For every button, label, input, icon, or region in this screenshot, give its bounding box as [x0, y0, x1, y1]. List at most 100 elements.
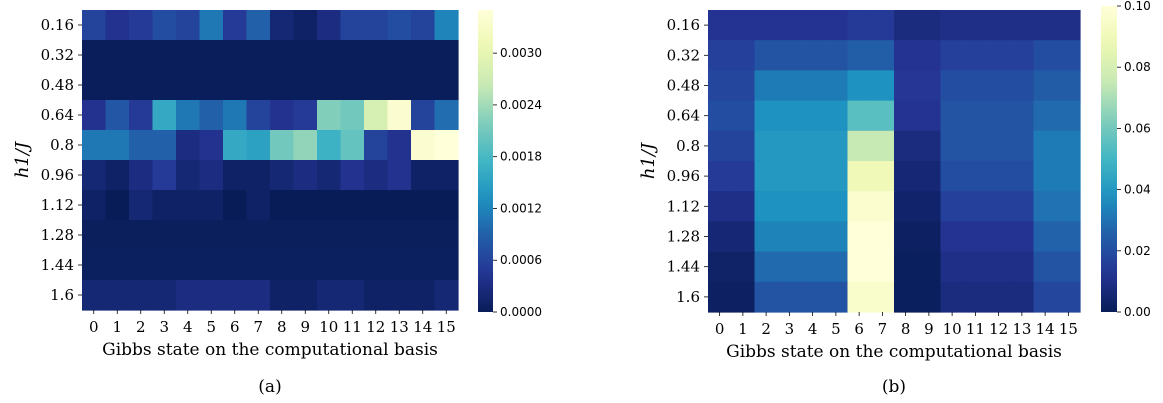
heatmap-cell: [317, 160, 342, 191]
heatmap-cell: [777, 221, 802, 253]
heatmap-cell: [824, 281, 849, 313]
heatmap-cell: [246, 190, 271, 221]
heatmap-cell: [824, 100, 849, 132]
y-tick-label: 0.32: [667, 46, 700, 64]
heatmap-cell: [731, 10, 756, 41]
heatmap-cell: [917, 281, 942, 313]
heatmap-cell: [940, 221, 965, 253]
heatmap-cell: [708, 130, 732, 162]
heatmap-cell: [917, 10, 942, 41]
heatmap-cell: [987, 191, 1011, 222]
heatmap-cell: [317, 130, 342, 161]
heatmap-cell: [708, 40, 732, 71]
heatmap-cell: [340, 190, 365, 221]
heatmap-cell: [270, 40, 295, 71]
heatmap-cell: [754, 100, 779, 132]
heatmap-cell: [847, 100, 872, 132]
heatmap-cell: [917, 100, 942, 132]
heatmap-cell: [152, 280, 177, 311]
heatmap-cell: [1033, 40, 1058, 71]
heatmap-cell: [411, 100, 436, 131]
heatmap-cell: [987, 281, 1011, 313]
heatmap-cell: [411, 70, 436, 101]
heatmap-cell: [434, 70, 459, 101]
y-tick-label: 1.12: [41, 196, 74, 214]
heatmap-cell: [82, 100, 107, 131]
heatmap-cell: [1033, 221, 1058, 253]
heatmap-cell: [176, 130, 201, 161]
heatmap-cell: [364, 280, 389, 311]
heatmap-cell: [1010, 251, 1035, 283]
heatmap-cell: [317, 190, 342, 221]
colorbar-tick-label: 0.0000: [500, 305, 542, 319]
x-tick-label: 7: [878, 320, 888, 338]
heatmap-cell: [870, 281, 895, 313]
heatmap-cell: [105, 70, 130, 101]
colorbar-tick-label: 0.04: [1124, 183, 1151, 197]
heatmap-cell: [387, 130, 412, 161]
heatmap-cell: [894, 70, 918, 102]
y-axis-label: h1/J: [638, 141, 659, 179]
heatmap-cell: [824, 10, 849, 41]
heatmap-cell: [246, 160, 271, 191]
heatmap-cell: [176, 280, 201, 311]
heatmap-cell: [708, 281, 732, 313]
heatmap-cell: [176, 250, 201, 281]
heatmap-cell: [870, 130, 895, 162]
heatmap-cell: [317, 280, 342, 311]
heatmap-cell: [317, 250, 342, 281]
heatmap-cell: [708, 70, 732, 102]
heatmap-cell: [963, 251, 988, 283]
x-tick-label: 1: [112, 318, 122, 336]
heatmap-cell: [293, 160, 318, 191]
heatmap-cell: [777, 70, 802, 102]
heatmap-cell: [411, 40, 436, 71]
heatmap-cell: [708, 100, 732, 132]
heatmap-cell: [824, 191, 849, 222]
heatmap-cell: [894, 100, 918, 132]
heatmap-cell: [1056, 100, 1081, 132]
x-tick-label: 9: [924, 320, 934, 338]
x-tick-label: 13: [1012, 320, 1031, 338]
colorbar-tick-label: 0.0012: [500, 201, 542, 215]
heatmap-cell: [129, 100, 154, 131]
heatmap-cell: [1033, 161, 1058, 192]
heatmap-cell: [364, 250, 389, 281]
heatmap-cell: [340, 40, 365, 71]
heatmap-cell: [246, 130, 271, 161]
heatmap-cell: [1033, 130, 1058, 162]
heatmap-cell: [223, 220, 248, 251]
heatmap-cell: [340, 160, 365, 191]
heatmap-cell: [1033, 281, 1058, 313]
heatmap-cell: [411, 160, 436, 191]
heatmap-cell: [847, 221, 872, 253]
x-axis-label: Gibbs state on the computational basis: [726, 342, 1062, 362]
heatmap-cell: [270, 220, 295, 251]
heatmap-cell: [340, 70, 365, 101]
heatmap-cell: [246, 100, 271, 131]
heatmap-cell: [987, 251, 1011, 283]
heatmap-cell: [364, 190, 389, 221]
y-tick-label: 0.8: [676, 137, 700, 155]
heatmap-cell: [317, 220, 342, 251]
heatmap-cell: [411, 280, 436, 311]
heatmap-cell: [824, 70, 849, 102]
heatmap-cell: [801, 221, 825, 253]
heatmap-cell: [963, 221, 988, 253]
heatmap-cell: [387, 190, 412, 221]
heatmap-cell: [987, 70, 1011, 102]
y-axis-label: h1/J: [12, 140, 33, 178]
x-tick-label: 10: [943, 320, 962, 338]
heatmap-cell: [152, 100, 177, 131]
heatmap-cell: [82, 10, 107, 41]
heatmap-cell: [223, 40, 248, 71]
heatmap-cell: [731, 221, 756, 253]
heatmap-cell: [708, 10, 732, 41]
heatmap-cell: [129, 130, 154, 161]
heatmap-cell: [105, 220, 130, 251]
heatmap-cell: [82, 160, 107, 191]
heatmap-cell: [82, 190, 107, 221]
colorbar-tick-label: 0.02: [1124, 244, 1151, 258]
heatmap-cell: [223, 250, 248, 281]
x-tick-label: 14: [413, 318, 432, 336]
